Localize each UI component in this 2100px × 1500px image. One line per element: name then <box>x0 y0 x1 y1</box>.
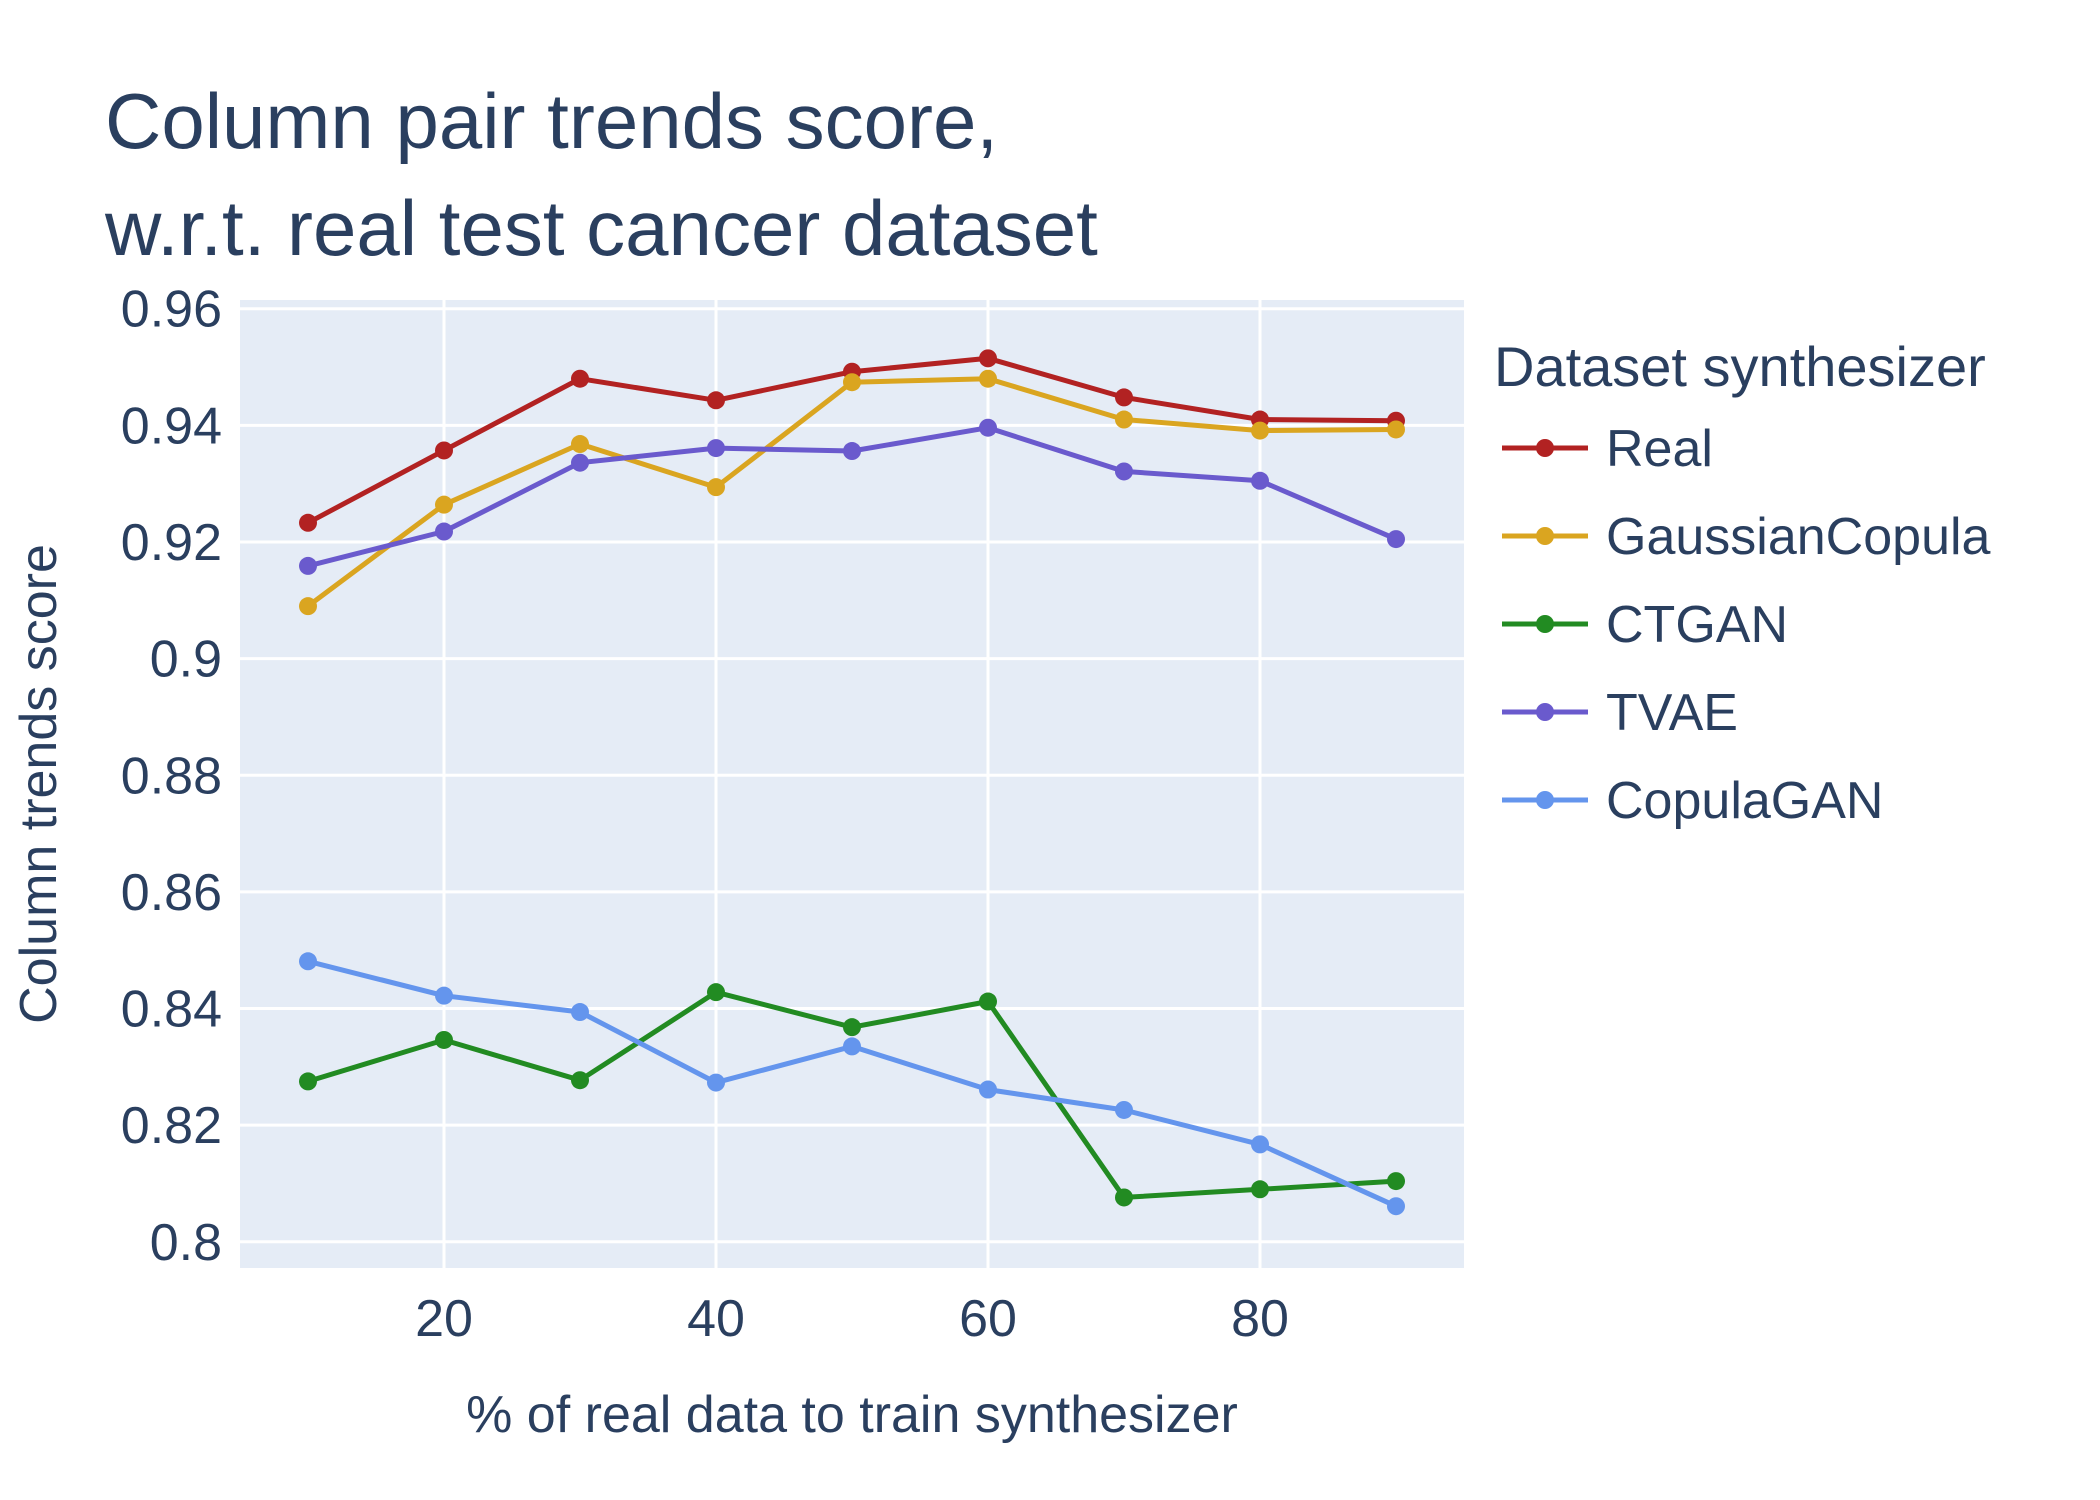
series-ctgan <box>299 983 1405 1207</box>
legend-label: Real <box>1606 420 1713 478</box>
data-point <box>1115 388 1133 407</box>
legend-title: Dataset synthesizer <box>1494 335 1986 398</box>
y-axis-title: Column trends score <box>10 544 68 1024</box>
legend-label: CopulaGAN <box>1606 772 1883 830</box>
x-tick-label: 20 <box>415 1290 473 1348</box>
chart-title-line-1: Column pair trends score, <box>105 77 998 165</box>
data-point <box>1115 1100 1133 1119</box>
series-gaussiancopula <box>299 369 1405 616</box>
y-tick-label: 0.86 <box>121 864 222 922</box>
data-point <box>299 1072 317 1091</box>
legend: Dataset synthesizer Real GaussianCopula CT… <box>1494 335 1991 830</box>
legend-item[interactable]: CopulaGAN <box>1502 772 1883 830</box>
y-tick-label: 0.96 <box>121 281 222 339</box>
legend-item[interactable]: GaussianCopula <box>1502 508 1991 566</box>
series-tvae <box>299 418 1405 575</box>
data-point <box>979 418 997 437</box>
data-point <box>707 983 725 1002</box>
data-point <box>979 369 997 388</box>
data-point <box>1387 420 1405 439</box>
data-point <box>843 373 861 392</box>
legend-label: CTGAN <box>1606 596 1788 654</box>
y-tick-label: 0.82 <box>121 1097 222 1155</box>
legend-swatch-marker <box>1536 439 1554 457</box>
data-point <box>1251 471 1269 490</box>
data-point <box>707 478 725 497</box>
legend-swatch-marker <box>1536 527 1554 545</box>
data-point <box>1251 1135 1269 1154</box>
legend-swatch-marker <box>1536 615 1554 633</box>
legend-swatch-marker <box>1536 703 1554 721</box>
x-axis-ticks: 20 40 60 80 <box>415 1290 1289 1348</box>
y-axis-ticks: 0.8 0.82 0.84 0.86 0.88 0.9 0.92 0.94 0.96 <box>121 281 222 1272</box>
legend-item[interactable]: TVAE <box>1502 684 1738 742</box>
y-grid <box>240 307 1464 1244</box>
data-point <box>1251 421 1269 440</box>
data-point <box>435 1030 453 1049</box>
data-point <box>1115 410 1133 429</box>
x-tick-label: 40 <box>687 1290 745 1348</box>
data-point <box>843 1018 861 1037</box>
series-layer <box>299 349 1405 1216</box>
data-point <box>843 442 861 461</box>
y-tick-label: 0.94 <box>121 397 222 455</box>
x-tick-label: 60 <box>959 1290 1017 1348</box>
data-point <box>707 439 725 458</box>
chart-title-line-2: w.r.t. real test cancer dataset <box>104 184 1098 272</box>
data-point <box>435 495 453 514</box>
data-point <box>299 952 317 971</box>
data-point <box>571 435 589 454</box>
data-point <box>571 1003 589 1022</box>
data-point <box>843 1037 861 1056</box>
y-tick-label: 0.88 <box>121 747 222 805</box>
data-point <box>571 1071 589 1090</box>
data-point <box>299 556 317 575</box>
data-point <box>707 391 725 410</box>
data-point <box>1115 1188 1133 1207</box>
data-point <box>1251 1180 1269 1199</box>
y-tick-label: 0.84 <box>121 981 222 1039</box>
data-point <box>435 986 453 1005</box>
data-point <box>1115 462 1133 481</box>
data-point <box>979 1080 997 1099</box>
data-point <box>571 369 589 388</box>
data-point <box>979 349 997 368</box>
legend-label: GaussianCopula <box>1606 508 1991 566</box>
data-point <box>1387 1197 1405 1216</box>
data-point <box>571 453 589 472</box>
legend-label: TVAE <box>1606 684 1738 742</box>
data-point <box>435 441 453 460</box>
data-point <box>1387 1172 1405 1191</box>
y-tick-label: 0.9 <box>150 631 222 689</box>
data-point <box>435 522 453 541</box>
x-tick-label: 80 <box>1231 1290 1289 1348</box>
legend-item[interactable]: CTGAN <box>1502 596 1788 654</box>
data-point <box>979 992 997 1011</box>
x-axis-title: % of real data to train synthesizer <box>466 1386 1238 1444</box>
legend-swatch-marker <box>1536 791 1554 809</box>
data-point <box>299 513 317 532</box>
x-grid <box>442 300 1262 1268</box>
series-copulagan <box>299 952 1405 1216</box>
legend-item[interactable]: Real <box>1502 420 1713 478</box>
data-point <box>299 597 317 616</box>
data-point <box>1387 530 1405 549</box>
y-tick-label: 0.92 <box>121 514 222 572</box>
data-point <box>707 1073 725 1092</box>
y-tick-label: 0.8 <box>150 1214 222 1272</box>
